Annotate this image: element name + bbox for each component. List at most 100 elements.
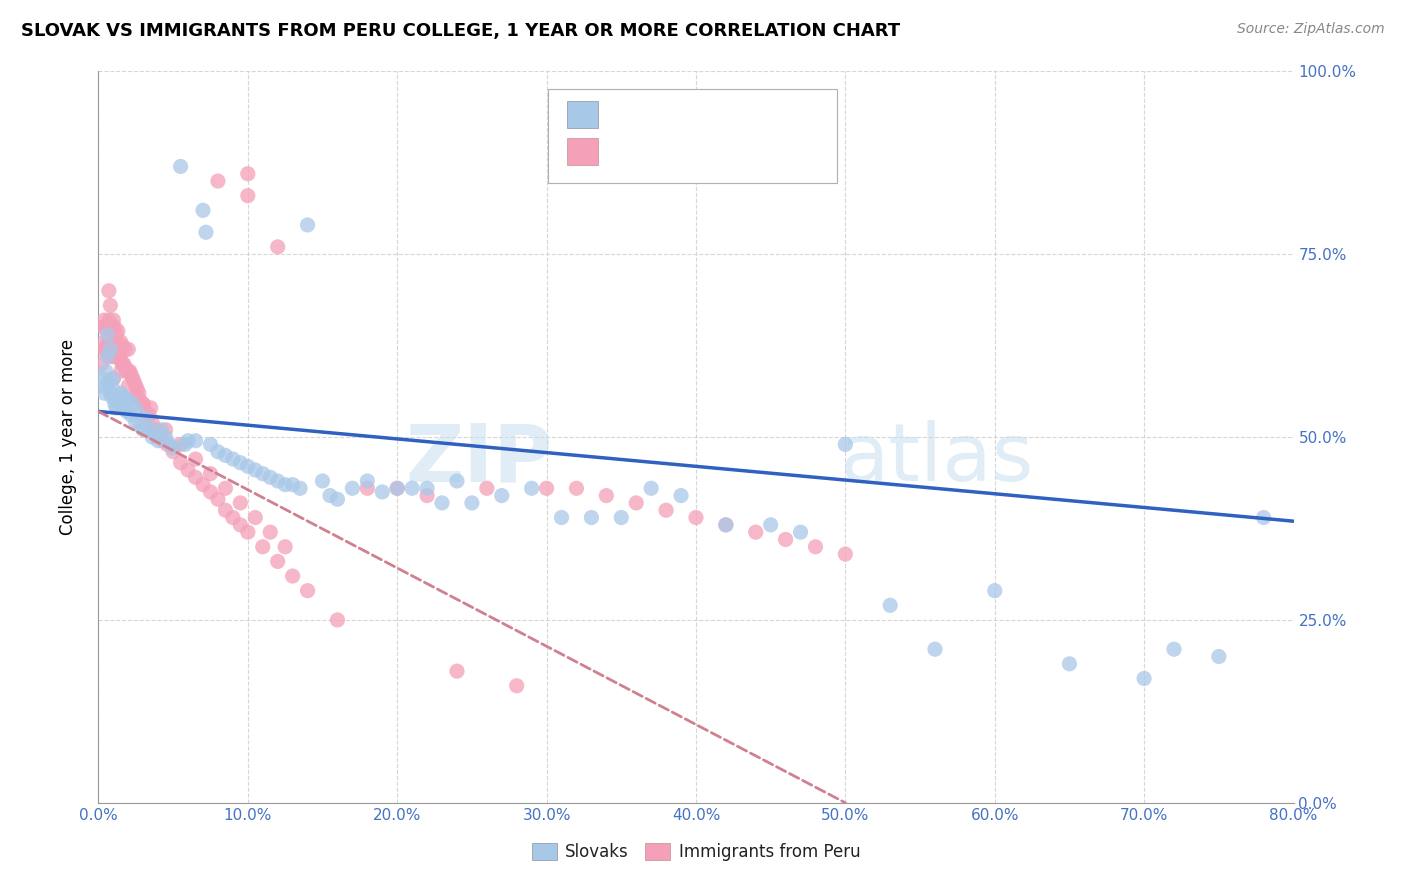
Point [117, 379, 139, 393]
Point [924, 642, 946, 657]
Point [132, 397, 155, 411]
Point [91, 320, 114, 334]
Point [274, 477, 297, 491]
Point [114, 360, 136, 375]
Point [94, 343, 117, 357]
Point [127, 404, 149, 418]
Point [124, 376, 146, 390]
Point [536, 481, 558, 495]
Point [610, 510, 633, 524]
Point [745, 525, 768, 540]
Point [135, 412, 157, 426]
Point [97, 334, 120, 349]
Point [103, 313, 125, 327]
Point [174, 437, 197, 451]
Point [115, 404, 138, 418]
Point [125, 416, 148, 430]
Point [342, 481, 364, 495]
Point [229, 496, 252, 510]
Point [93, 313, 115, 327]
Point [148, 426, 170, 441]
Point [281, 477, 304, 491]
Text: N=: N= [717, 105, 744, 123]
Point [200, 467, 222, 481]
Point [640, 481, 662, 495]
Point [984, 583, 1007, 598]
Point [93, 386, 115, 401]
Point [319, 489, 342, 503]
Point [169, 456, 191, 470]
Point [114, 401, 136, 415]
Point [90, 379, 112, 393]
Point [141, 416, 163, 430]
Point [714, 517, 737, 532]
Point [103, 334, 125, 349]
Point [98, 343, 122, 357]
Point [96, 327, 118, 342]
Point [475, 481, 498, 495]
Point [245, 463, 267, 477]
Point [491, 489, 513, 503]
Point [105, 350, 128, 364]
Point [101, 320, 124, 334]
Point [267, 554, 290, 568]
Point [669, 489, 692, 503]
Point [214, 481, 236, 495]
Text: R =: R = [606, 105, 637, 123]
Point [105, 401, 128, 415]
Point [326, 613, 349, 627]
Point [98, 386, 122, 401]
Point [274, 540, 297, 554]
Point [93, 334, 115, 349]
Point [115, 364, 138, 378]
Point [159, 437, 181, 451]
Point [446, 664, 468, 678]
Point [121, 397, 143, 411]
Point [207, 444, 229, 458]
Point [105, 327, 128, 342]
Point [107, 324, 129, 338]
Point [97, 376, 120, 390]
Point [191, 477, 214, 491]
Point [135, 404, 157, 418]
Point [236, 188, 259, 202]
Point [626, 496, 648, 510]
Point [128, 386, 150, 401]
Point [104, 343, 127, 357]
Point [110, 386, 132, 401]
Point [104, 320, 127, 334]
Point [118, 364, 141, 378]
Point [252, 467, 274, 481]
Text: N=: N= [717, 143, 744, 161]
Point [129, 393, 152, 408]
Point [94, 364, 117, 378]
Point [104, 397, 127, 411]
Point [200, 485, 222, 500]
Point [110, 334, 132, 349]
Point [236, 459, 259, 474]
Point [184, 434, 207, 448]
Point [169, 160, 191, 174]
Point [401, 481, 423, 495]
Point [714, 517, 737, 532]
Point [96, 343, 118, 357]
Point [461, 496, 484, 510]
Point [162, 441, 184, 455]
Text: SLOVAK VS IMMIGRANTS FROM PERU COLLEGE, 1 YEAR OR MORE CORRELATION CHART: SLOVAK VS IMMIGRANTS FROM PERU COLLEGE, … [21, 22, 900, 40]
Point [155, 423, 177, 437]
Point [520, 481, 543, 495]
Point [98, 350, 122, 364]
Point [112, 390, 135, 404]
Point [430, 496, 453, 510]
Point [229, 456, 252, 470]
Point [326, 492, 349, 507]
Point [132, 423, 155, 437]
Point [111, 338, 134, 352]
Point [112, 357, 135, 371]
Point [120, 408, 142, 422]
Point [416, 481, 439, 495]
Point [565, 481, 588, 495]
Point [184, 452, 207, 467]
Point [117, 364, 139, 378]
Point [156, 437, 179, 451]
